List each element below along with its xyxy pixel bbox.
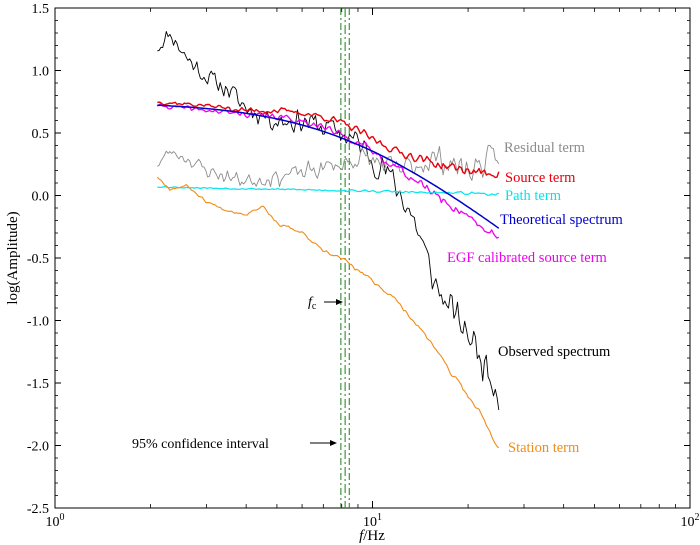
series-residual-term (157, 144, 500, 188)
x-tick-label: 100 (46, 512, 65, 530)
label-residual-term: Residual term (504, 140, 586, 156)
corner-frequency-lines (340, 8, 350, 508)
series-egf-calibrated-source-term (156, 102, 500, 239)
y-tick-label: 0.0 (32, 190, 50, 205)
y-tick-label: -0.5 (27, 252, 49, 267)
label-station-term: Station term (508, 440, 580, 456)
fc-label: fc (308, 295, 317, 312)
label-path-term: Path term (505, 188, 562, 204)
label-observed-spectrum: Observed spectrum (498, 344, 611, 360)
y-tick-label: -1.5 (27, 377, 49, 392)
series-source-term (157, 101, 500, 179)
y-axis-label: log(Amplitude) (5, 211, 21, 304)
label-egf-source-term: EGF calibrated source term (447, 250, 608, 266)
y-tick-label: 1.0 (32, 65, 50, 80)
x-axis-label: f/Hz (359, 528, 385, 544)
label-theoretical-spectrum: Theoretical spectrum (500, 212, 624, 228)
y-tick-label: -2.5 (27, 502, 49, 517)
y-tick-label: 0.5 (32, 127, 50, 142)
y-tick-label: -1.0 (27, 315, 49, 330)
series-theoretical-spectrum (157, 104, 500, 229)
y-tick-label: -2.0 (27, 440, 49, 455)
series-group (156, 31, 500, 449)
y-tick-label: 1.5 (32, 2, 50, 17)
ci-label: 95% confidence interval (132, 437, 269, 452)
x-tick-label: 101 (363, 512, 382, 530)
series-observed-spectrum (157, 31, 500, 411)
series-path-term (157, 186, 499, 196)
x-tick-label: 102 (681, 512, 700, 530)
axis-ticks (54, 7, 691, 509)
series-station-term (156, 176, 500, 449)
label-source-term: Source term (505, 170, 576, 186)
